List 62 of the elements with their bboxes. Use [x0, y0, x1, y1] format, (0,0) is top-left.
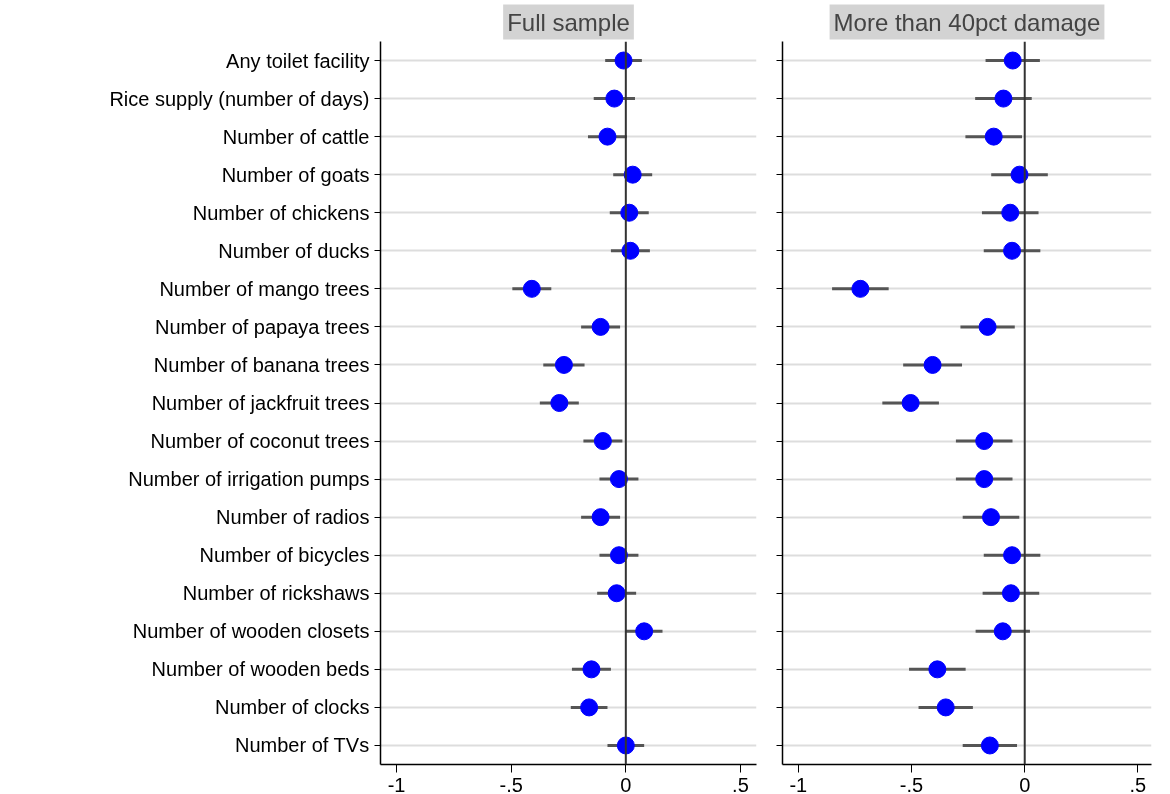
point	[984, 127, 1003, 146]
x-tick-label: -.5	[899, 773, 924, 794]
y-tick-label: Any toilet facility	[226, 49, 370, 72]
point	[1003, 546, 1022, 565]
point	[1001, 203, 1020, 222]
point	[1001, 584, 1020, 603]
point	[580, 698, 599, 717]
point	[993, 622, 1012, 641]
y-tick-label: Number of jackfruit trees	[151, 392, 370, 414]
y-tick-label: Number of bicycles	[199, 544, 370, 567]
point	[978, 317, 997, 336]
point	[582, 660, 601, 679]
point	[554, 355, 573, 374]
y-tick-label: Number of chickens	[192, 201, 370, 224]
point	[936, 698, 955, 717]
point	[607, 584, 626, 603]
point	[591, 508, 610, 527]
point	[623, 165, 642, 184]
x-tick-label: .5	[732, 773, 749, 794]
y-tick-label: Number of irrigation pumps	[128, 468, 370, 491]
point	[609, 470, 628, 489]
y-tick-label: Number of wooden closets	[132, 620, 370, 643]
y-tick-label: Rice supply (number of days)	[109, 87, 370, 110]
y-tick-label: Number of mango trees	[159, 277, 370, 300]
chart-title: More than 40pct damage	[833, 8, 1101, 36]
point	[851, 279, 870, 298]
point	[994, 89, 1013, 108]
point	[901, 394, 920, 412]
y-tick-label: Number of coconut trees	[150, 430, 370, 453]
point	[1003, 51, 1022, 70]
y-tick-label: Number of rickshaws	[182, 582, 370, 605]
y-tick-label: Number of TVs	[235, 734, 370, 757]
x-tick-label: -1	[387, 773, 406, 794]
y-tick-label: Number of radios	[216, 506, 370, 529]
point	[980, 736, 999, 755]
y-tick-label: Number of clocks	[215, 696, 370, 719]
y-tick-label: Number of banana trees	[153, 353, 370, 376]
x-tick-label: -1	[789, 773, 808, 794]
y-tick-label: Number of papaya trees	[154, 315, 370, 338]
point	[550, 394, 569, 412]
point	[598, 127, 617, 146]
point	[982, 508, 1000, 527]
x-tick-label: 0	[1019, 773, 1031, 794]
x-tick-label: .5	[1129, 773, 1147, 794]
point	[593, 432, 612, 451]
point	[609, 546, 628, 565]
x-tick-label: 0	[620, 773, 632, 794]
y-tick-label: Number of goats	[221, 163, 370, 186]
y-tick-label: Number of cattle	[222, 125, 370, 148]
point	[928, 660, 947, 679]
point	[591, 317, 610, 336]
point	[975, 470, 994, 489]
point	[923, 355, 942, 374]
point	[975, 432, 994, 451]
point	[605, 89, 624, 108]
point	[522, 279, 541, 298]
chart-title: Full sample	[507, 8, 630, 36]
x-tick-label: -.5	[499, 773, 523, 794]
y-tick-label: Number of wooden beds	[151, 658, 370, 681]
y-tick-label: Number of ducks	[218, 239, 370, 262]
point	[1003, 241, 1022, 260]
point	[635, 622, 654, 641]
